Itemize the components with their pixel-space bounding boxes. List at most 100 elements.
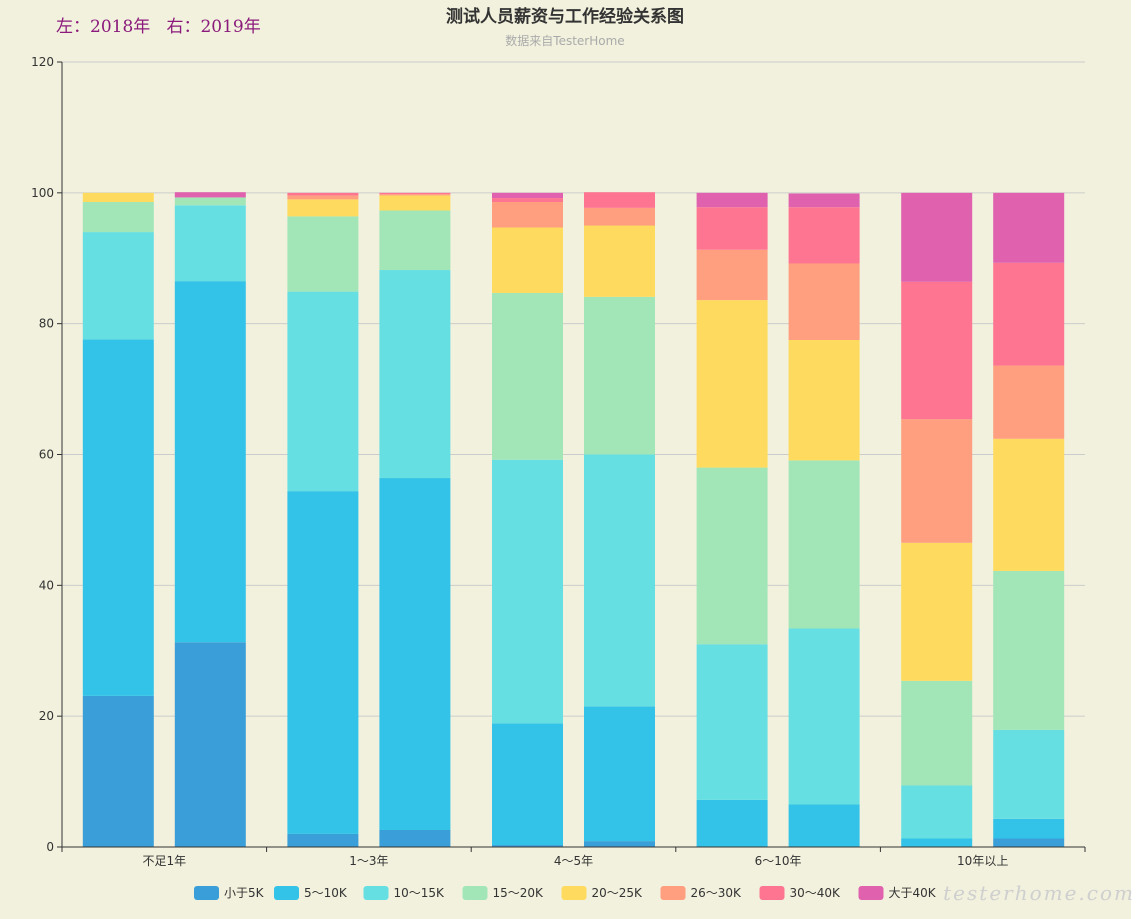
legend-swatch — [274, 886, 299, 900]
bar-segment — [174, 205, 246, 282]
bar-segment — [82, 201, 154, 233]
x-tick-label: 1～3年 — [349, 854, 388, 868]
bar-segment — [287, 833, 359, 847]
legend-label: 26～30K — [691, 886, 743, 900]
legend-item: 5～10K — [274, 886, 348, 900]
bar-segment — [174, 192, 246, 198]
y-tick-label: 80 — [39, 317, 54, 331]
chart-title: 测试人员薪资与工作经验关系图 — [446, 6, 684, 27]
legend-swatch — [194, 886, 219, 900]
axes: 0 20 40 60 80 100 120 不足1年 1～3年 4～5年 6～10年 10年以上 — [31, 55, 1086, 868]
legend-label: 小于5K — [224, 886, 265, 900]
bar-segment — [287, 216, 359, 292]
bar-segment — [696, 644, 768, 800]
x-tick-label: 6～10年 — [755, 854, 802, 868]
right-edge-strip — [1131, 0, 1141, 919]
legend-item: 20～25K — [561, 886, 644, 900]
legend-label: 15～20K — [493, 886, 545, 900]
legend-label: 10～15K — [394, 886, 446, 900]
bar-segment — [287, 199, 359, 217]
bar-marks — [82, 192, 1065, 847]
bar-segment — [993, 192, 1065, 263]
bar-segment — [287, 491, 359, 834]
bar-segment — [584, 207, 655, 226]
legend-swatch — [660, 886, 686, 900]
legend-item: 大于40K — [858, 886, 937, 900]
bar-segment — [901, 281, 973, 420]
legend-swatch — [363, 886, 389, 900]
bar-segment — [492, 459, 563, 724]
bar-segment — [993, 838, 1065, 847]
bar-segment — [788, 628, 860, 805]
bar-segment — [379, 192, 451, 195]
legend-swatch — [462, 886, 488, 900]
bar-segment — [788, 460, 860, 629]
bar-segment — [993, 438, 1065, 571]
bar-segment — [901, 680, 973, 786]
bar-segment — [788, 263, 860, 341]
bar-segment — [993, 570, 1065, 730]
bar-segment — [492, 198, 563, 202]
y-tick-label: 40 — [39, 578, 54, 592]
bar-segment — [788, 193, 860, 208]
bar-segment — [287, 192, 359, 196]
legend-item: 26～30K — [660, 886, 743, 900]
bar-segment — [696, 300, 768, 468]
legend-label: 30～40K — [790, 886, 842, 900]
bar-segment — [492, 292, 563, 460]
y-tick-label: 60 — [39, 448, 54, 462]
bar-segment — [584, 192, 655, 208]
bar-segment — [788, 804, 860, 847]
y-tick-label: 100 — [31, 186, 54, 200]
x-tick-label: 不足1年 — [142, 854, 186, 868]
bar-segment — [584, 706, 655, 842]
bar-segment — [492, 227, 563, 293]
bar-segment — [379, 478, 451, 830]
legend-swatch — [759, 886, 785, 900]
bar-segment — [788, 340, 860, 461]
bar-segment — [379, 829, 451, 847]
legend: 小于5K 5～10K 10～15K 15～20K 20～25K 26～30K 30～40K 大… — [194, 886, 937, 900]
bar-segment — [287, 291, 359, 492]
year-note: 左：2018年 右：2019年 — [56, 17, 261, 37]
bar-segment — [993, 365, 1065, 439]
bar-segment — [584, 841, 655, 847]
legend-label: 20～25K — [592, 886, 644, 900]
bar-segment — [379, 210, 451, 271]
bar-segment — [379, 195, 451, 211]
x-tick-label: 10年以上 — [957, 854, 1008, 868]
bar-segment — [584, 454, 655, 707]
bar-segment — [901, 542, 973, 681]
bar-segment — [696, 799, 768, 847]
bar-segment — [174, 281, 246, 643]
bar-segment — [993, 262, 1065, 366]
bar-segment — [696, 192, 768, 208]
bar-segment — [696, 249, 768, 301]
legend-item: 15～20K — [462, 886, 545, 900]
legend-label: 5～10K — [304, 886, 348, 900]
bar-segment — [379, 270, 451, 479]
legend-label: 大于40K — [889, 886, 937, 900]
bar-segment — [584, 296, 655, 455]
y-tick-label: 0 — [46, 840, 54, 854]
bar-segment — [696, 207, 768, 250]
y-tick-label: 120 — [31, 55, 54, 69]
bar-segment — [901, 785, 973, 839]
bar-segment — [287, 195, 359, 200]
legend-item: 小于5K — [194, 886, 265, 900]
bar-segment — [492, 845, 563, 847]
legend-item: 30～40K — [759, 886, 842, 900]
bar-segment — [696, 467, 768, 645]
bar-segment — [901, 419, 973, 543]
bar-segment — [993, 729, 1065, 819]
bar-segment — [901, 192, 973, 282]
bar-segment — [174, 197, 246, 206]
legend-item: 10～15K — [363, 886, 446, 900]
bar-segment — [82, 192, 154, 202]
bar-segment — [174, 642, 246, 847]
bar-segment — [82, 339, 154, 696]
bar-segment — [584, 225, 655, 297]
bar-segment — [788, 207, 860, 264]
bar-segment — [492, 192, 563, 199]
